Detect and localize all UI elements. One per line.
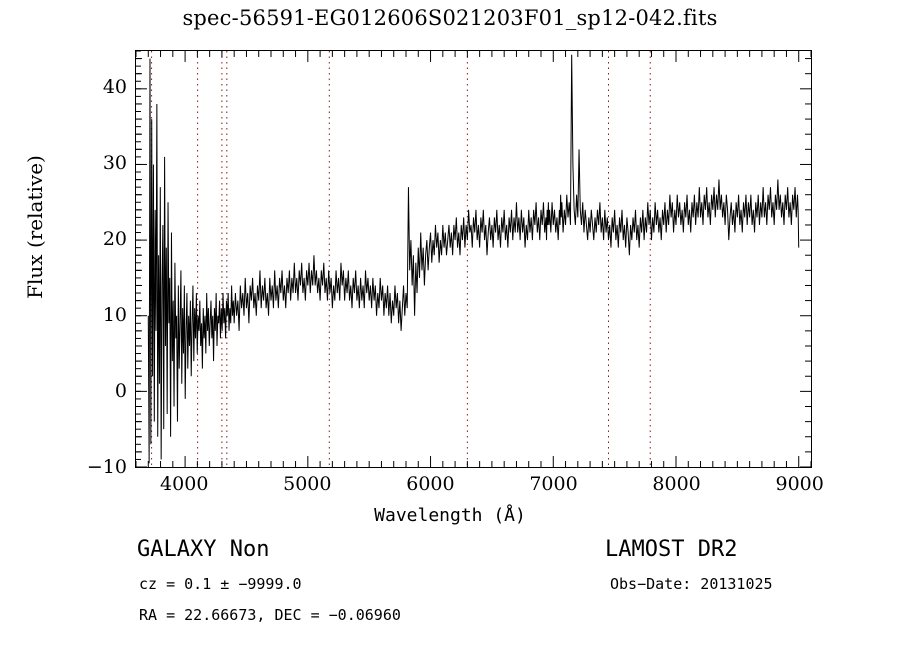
x-tick-label: 6000 bbox=[406, 473, 455, 495]
x-tick-label: 5000 bbox=[283, 473, 332, 495]
spectrum-svg bbox=[136, 51, 811, 467]
x-tick-label: 7000 bbox=[529, 473, 578, 495]
spectral-marker-lines bbox=[152, 51, 651, 467]
y-tick-label: 40 bbox=[102, 76, 127, 98]
object-class-text: GALAXY Non bbox=[137, 537, 270, 562]
y-tick-label: 0 bbox=[114, 380, 127, 402]
survey-text: LAMOST DR2 bbox=[605, 537, 738, 562]
y-axis-label: Flux (relative) bbox=[23, 155, 47, 299]
x-axis-label: Wavelength (Å) bbox=[374, 505, 526, 526]
axis-ticks bbox=[136, 51, 811, 467]
x-tick-label: 4000 bbox=[160, 473, 209, 495]
redshift-text: cz = 0.1 ± −9999.0 bbox=[139, 575, 302, 593]
y-axis-tick-labels: −10 0 10 20 30 40 bbox=[55, 0, 127, 650]
x-axis-tick-labels: 4000 5000 6000 7000 8000 9000 bbox=[0, 473, 900, 501]
plot-area bbox=[136, 51, 811, 467]
page-title: spec-56591-EG012606S021203F01_sp12-042.f… bbox=[182, 6, 718, 30]
plot-frame bbox=[135, 50, 812, 468]
x-tick-label: 8000 bbox=[652, 473, 701, 495]
obs-date-text: Obs−Date: 20131025 bbox=[610, 575, 773, 593]
y-tick-label: 30 bbox=[102, 152, 127, 174]
y-tick-label: −10 bbox=[86, 456, 127, 478]
y-tick-label: 10 bbox=[102, 304, 127, 326]
coordinates-text: RA = 22.66673, DEC = −0.06960 bbox=[139, 606, 401, 624]
spectrum-trace bbox=[148, 55, 798, 463]
x-tick-label: 9000 bbox=[775, 473, 824, 495]
y-tick-label: 20 bbox=[102, 228, 127, 250]
